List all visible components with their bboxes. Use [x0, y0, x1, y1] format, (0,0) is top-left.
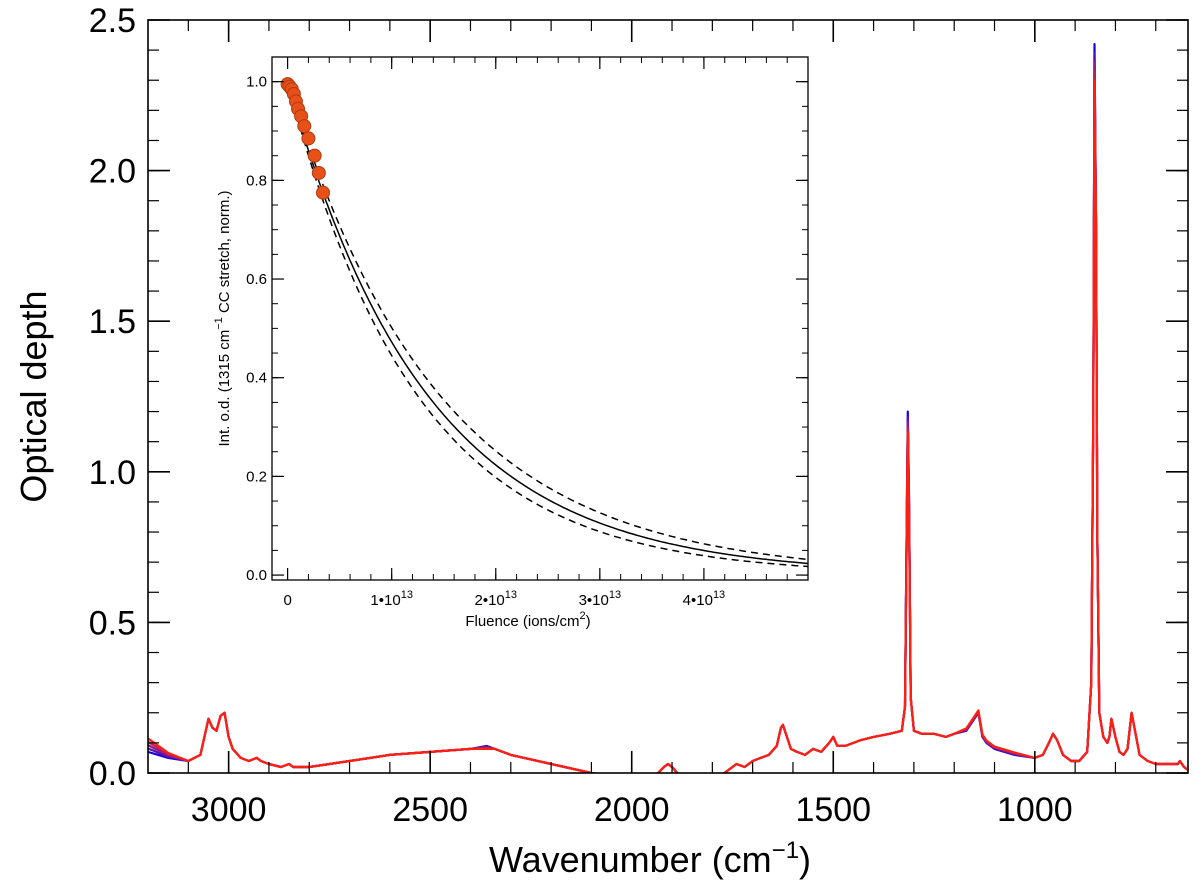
inset-y-tick-label: 0.8 [246, 172, 267, 189]
inset-x-tick-label: 2•1013 [475, 589, 518, 609]
inset-y-tick-label: 0.0 [246, 567, 267, 584]
y-tick-label: 2.5 [89, 2, 136, 40]
main-spectra [148, 43, 1188, 773]
x-tick-label: 1500 [795, 791, 871, 829]
y-tick-label: 0.0 [89, 755, 136, 793]
inset-plot: 0.0 0.2 0.4 0.6 0.8 1.0 0 1•1013 2•1013 3•1013 4•1… [213, 56, 809, 630]
fit-bound-lower [286, 81, 809, 568]
y-tick-label: 1.5 [89, 303, 136, 341]
data-point [297, 119, 312, 134]
data-point [311, 165, 326, 180]
inset-y-tick-label: 0.2 [246, 468, 267, 485]
inset-x-tick-label: 4•1013 [683, 589, 726, 609]
inset-x-tick-label: 1•1013 [370, 589, 413, 609]
fit-curve [286, 81, 809, 565]
inset-x-axis-title: Fluence (ions/cm2) [465, 610, 590, 630]
inset-y-axis-title: Int. o.d. (1315 cm−1 CC stretch, norm.) [213, 191, 233, 447]
inset-frame [271, 56, 809, 581]
inset-y-tick-label: 1.0 [246, 74, 267, 91]
data-point [301, 131, 316, 146]
spectrum-line-5 [148, 79, 1188, 773]
inset-y-tick-label: 0.4 [246, 370, 267, 387]
y-tick-label: 1.0 [89, 454, 136, 492]
x-axis-title: Wavenumber (cm−1) [489, 837, 811, 880]
inset-x-tick-label: 0 [283, 592, 291, 609]
main-frame [147, 19, 1189, 774]
y-tick-label: 0.5 [89, 604, 136, 642]
data-point [307, 148, 322, 163]
fit-bound-upper [286, 81, 809, 561]
x-tick-label: 2000 [594, 791, 670, 829]
x-tick-label: 1000 [997, 791, 1073, 829]
inset-y-tick-label: 0.6 [246, 271, 267, 288]
inset-x-tick-label: 3•1013 [579, 589, 622, 609]
y-tick-label: 2.0 [89, 153, 136, 191]
data-point [315, 185, 330, 200]
y-axis-title: Optical depth [13, 290, 54, 502]
x-tick-label: 2500 [392, 791, 468, 829]
x-tick-label: 3000 [191, 791, 267, 829]
main-axes: 0.0 0.5 1.0 1.5 2.0 2.5 3000 2500 2000 1500 1000 Wa… [13, 2, 1189, 880]
